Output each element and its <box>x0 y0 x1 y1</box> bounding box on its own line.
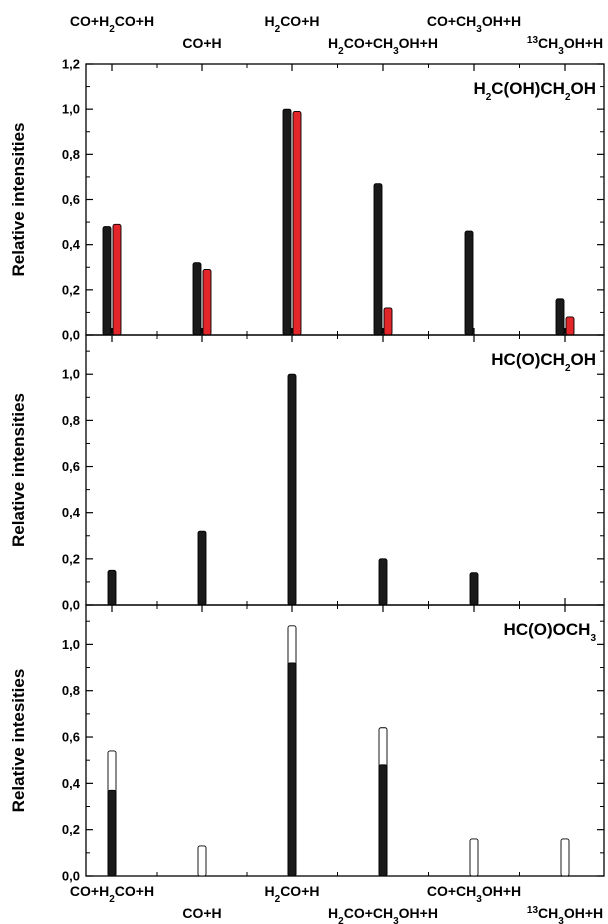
bar-black-4 <box>373 183 383 336</box>
category-label-bottom: H2CO+H <box>265 883 320 905</box>
y-tick-label: 0,8 <box>62 413 80 428</box>
y-axis-label: Relative intesities <box>9 669 28 813</box>
panel-2: 0,0 0,2 0,4 0,6 0,8 1,0 HC(O)CH2OH Relative int… <box>9 334 605 613</box>
y-tick-label: 0,0 <box>62 869 80 884</box>
y-tick-label: 1,0 <box>62 102 80 117</box>
bottom-category-labels: CO+H2CO+H CO+H H2CO+H H2CO+CH3OH+HCO+CH3OH+… <box>70 883 603 924</box>
top-category-labels: CO+H2CO+H CO+H H2CO+H H2CO+CH3OH+HCO+CH3OH+… <box>70 13 603 57</box>
y-tick-label: 0,0 <box>62 598 80 613</box>
y-tick-label: 1,0 <box>62 637 80 652</box>
y-tick-label: 0,2 <box>62 822 80 837</box>
y-tick-label: 0,6 <box>62 192 80 207</box>
bar-black-6 <box>555 298 565 336</box>
y-tick-label: 0,2 <box>62 282 80 297</box>
bar-open-2 <box>197 845 207 877</box>
bar-red-2 <box>202 269 212 336</box>
panel-title: HC(O)OCH3 <box>504 620 597 644</box>
bar-black-5 <box>469 572 479 606</box>
bar-black-4 <box>378 558 388 606</box>
chart-panels: 0,0 0,2 0,4 0,6 0,8 1,0 1,2 H2C(OH)CH2OH Relativ… <box>9 57 605 884</box>
panel-frame <box>85 63 605 336</box>
panel-frame <box>85 604 605 877</box>
category-label-bottom: CO+H <box>182 905 221 921</box>
bar-open-5 <box>469 838 479 877</box>
y-tick-label: 0,4 <box>62 237 81 252</box>
bar-black-3 <box>287 373 297 606</box>
category-label-top: CO+H2CO+H <box>70 13 154 35</box>
category-label-bottom: CO+H2CO+H <box>70 883 154 905</box>
panel-title: HC(O)CH2OH <box>491 350 596 374</box>
bar-red-4 <box>383 307 393 336</box>
panel-1: 0,0 0,2 0,4 0,6 0,8 1,0 1,2 H2C(OH)CH2OH Relativ… <box>9 57 605 343</box>
bar-open-6 <box>560 838 570 877</box>
category-label-bottom: H2CO+CH3OH+H <box>328 905 438 924</box>
bar-black-5 <box>464 230 474 336</box>
category-label-bottom: CO+CH3OH+H <box>427 883 521 905</box>
bar-black-1 <box>107 569 117 606</box>
bar-black-3 <box>287 662 297 877</box>
bar-red-6 <box>565 316 575 336</box>
y-tick-label: 1,0 <box>62 367 80 382</box>
bar-black-1 <box>107 789 117 877</box>
y-axis-label: Relative intensities <box>9 393 28 547</box>
panel-frame <box>85 334 605 606</box>
y-tick-label: 0,2 <box>62 551 80 566</box>
y-tick-label: 0,0 <box>62 328 80 343</box>
category-label-top: H2CO+CH3OH+H <box>328 35 438 57</box>
bar-black-3 <box>282 108 292 336</box>
bar-black-1 <box>102 226 112 336</box>
y-tick-label: 0,4 <box>62 505 81 520</box>
bar-black-4 <box>378 764 388 877</box>
bar-red-3 <box>292 110 302 336</box>
category-label-top: CO+CH3OH+H <box>427 13 521 35</box>
bar-red-1 <box>112 223 122 336</box>
y-tick-label: 0,4 <box>62 776 81 791</box>
y-axis-label: Relative intensities <box>9 122 28 276</box>
y-tick-label: 0,6 <box>62 730 80 745</box>
category-label-top: 13CH3OH+H <box>527 35 603 57</box>
bar-black-2 <box>192 262 202 336</box>
panel-3: 0,0 0,2 0,4 0,6 0,8 1,0 HC(O)OCH3 Relative inte… <box>9 604 605 884</box>
y-tick-label: 0,8 <box>62 683 80 698</box>
y-tick-label: 0,6 <box>62 459 80 474</box>
category-label-top: H2CO+H <box>265 13 320 35</box>
bar-black-2 <box>197 530 207 606</box>
y-tick-label: 0,8 <box>62 147 80 162</box>
category-label-bottom: 13CH3OH+H <box>527 905 603 924</box>
category-label-top: CO+H <box>182 35 221 51</box>
panel-title: H2C(OH)CH2OH <box>473 79 596 103</box>
y-tick-label: 1,2 <box>62 57 80 72</box>
